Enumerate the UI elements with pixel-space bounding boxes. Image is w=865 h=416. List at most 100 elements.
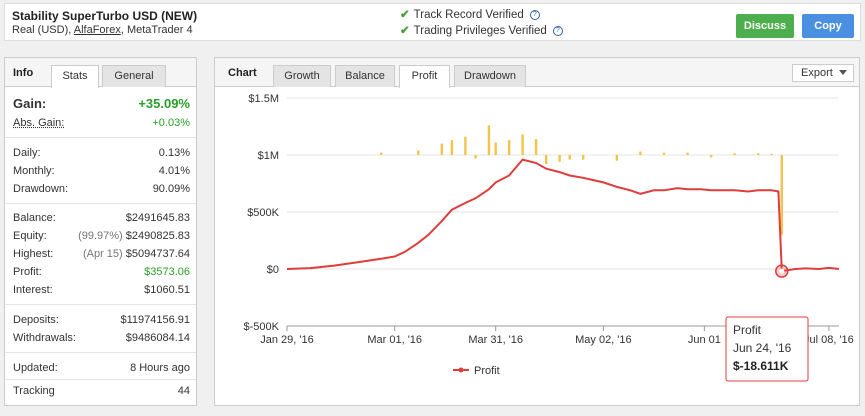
profit-line [286,158,840,273]
daily-value: 0.13% [158,147,190,159]
abs-gain-row: Abs. Gain: +0.03% [13,117,190,129]
deposits-value: $11974156.91 [120,314,190,326]
balance-value: $2491645.83 [125,212,190,224]
balance-label: Balance: [13,212,56,224]
monthly-row: Monthly: 4.01% [13,165,190,177]
info-heading: Info [13,67,34,79]
tab-growth[interactable]: Growth [273,65,331,87]
tracking-label: Tracking [13,385,55,397]
highest-value: (Apr 15) $5094737.64 [83,248,190,260]
help-icon[interactable]: ? [552,25,563,36]
withdrawals-row: Withdrawals: $9486084.14 [13,332,190,344]
y-tick-label: $0 [267,264,279,276]
tab-stats[interactable]: Stats [51,65,99,88]
tooltip-date: Jun 24, '16 [733,341,792,355]
tab-profit[interactable]: Profit [399,65,450,88]
highest-row: Highest: (Apr 15) $5094737.64 [13,248,190,260]
daily-profit-bar [474,155,477,159]
updated-label: Updated: [13,362,58,374]
monthly-value: 4.01% [158,165,190,177]
daily-row: Daily: 0.13% [13,147,190,159]
info-tabs: Info Stats General [5,58,196,88]
daily-profit-bar [581,155,585,160]
track-record-verified: ✔ Track Record Verified? [400,7,540,21]
balance-row: Balance: $2491645.83 [13,212,190,224]
daily-profit-bar [534,139,538,155]
chart-panel: Chart Growth Balance Profit Drawdown Exp… [214,57,860,406]
account-header: Stability SuperTurbo USD (NEW) Real (USD… [4,3,861,41]
abs-gain-label[interactable]: Abs. Gain: [13,117,65,129]
highest-date: (Apr 15) [82,248,123,260]
platform: , MetaTrader 4 [120,24,193,36]
interest-value: $1060.51 [144,284,190,296]
daily-profit-bar [464,136,467,155]
trading-privileges-label: Trading Privileges Verified [413,25,547,37]
profit-label: Profit: [13,266,42,278]
x-tick-label: Jul 08, '16 [804,334,854,346]
help-icon[interactable]: ? [529,9,540,20]
broker-link[interactable]: AlfaForex [73,24,121,36]
export-label: Export [801,67,833,79]
daily-label: Daily: [13,147,41,159]
daily-profit-bar [639,151,642,155]
deposits-row: Deposits: $11974156.91 [13,314,190,326]
discuss-button[interactable]: Discuss [736,14,794,38]
daily-profit-bar [380,152,383,155]
daily-profit-bar [494,142,497,155]
y-tick-label: $1.5M [248,93,279,105]
gain-value: +35.09% [138,96,190,111]
tracking-value: 44 [177,385,190,397]
y-tick-label: $-500K [244,321,280,333]
drawdown-row: Drawdown: 90.09% [13,183,190,195]
divider [5,352,196,353]
tooltip-series: Profit [733,323,762,337]
account-type: Real (USD), [12,24,74,36]
check-icon: ✔ [400,9,410,21]
legend-marker [458,367,464,373]
track-record-label: Track Record Verified [413,9,524,21]
daily-profit-bar [615,155,619,161]
daily-profit-bar [709,155,713,158]
daily-profit-bar [662,152,666,155]
deposits-label: Deposits: [13,314,59,326]
daily-profit-bar [568,155,571,160]
account-title: Stability SuperTurbo USD (NEW) [12,9,198,23]
y-tick-label: $500K [247,207,279,219]
x-tick-label: Mar 01, '16 [367,334,422,346]
account-subtitle: Real (USD), AlfaForex, MetaTrader 4 [12,24,193,36]
export-dropdown[interactable]: Export [792,64,854,82]
daily-profit-bar [757,153,760,155]
y-tick-label: $1M [258,150,279,162]
abs-gain-value: +0.03% [152,117,190,129]
daily-profit-bar [507,140,511,155]
monthly-label: Monthly: [13,165,55,177]
drawdown-value: 90.09% [152,183,190,195]
withdrawals-value: $9486084.14 [125,332,190,344]
divider [5,304,196,305]
equity-row: Equity: (99.97%) $2490825.83 [13,230,190,242]
daily-profit-bar [558,155,561,162]
daily-profit-bar [487,125,491,155]
daily-profit-bar [770,153,773,155]
tab-drawdown[interactable]: Drawdown [454,65,526,87]
divider [5,137,196,138]
tooltip-value: $-18.611K [733,359,789,373]
equity-value: (99.97%) $2490825.83 [78,230,190,242]
tracking-row: Tracking 44 [13,385,190,397]
chevron-down-icon [839,70,847,75]
x-tick-label: Jan 29, '16 [260,334,313,346]
divider [5,379,196,380]
tab-balance[interactable]: Balance [335,65,395,87]
equity-amount: $2490825.83 [125,230,190,242]
tab-general[interactable]: General [102,65,166,87]
drawdown-label: Drawdown: [13,183,69,195]
profit-value: $3573.06 [144,266,190,278]
x-tick-label: Jun 01 [688,334,721,346]
daily-profit-bar [440,143,444,155]
copy-button[interactable]: Copy [802,14,854,38]
gain-label: Gain: [13,96,47,111]
interest-label: Interest: [13,284,53,296]
equity-percent: (99.97%) [78,230,123,242]
daily-profit-bar [780,155,783,235]
